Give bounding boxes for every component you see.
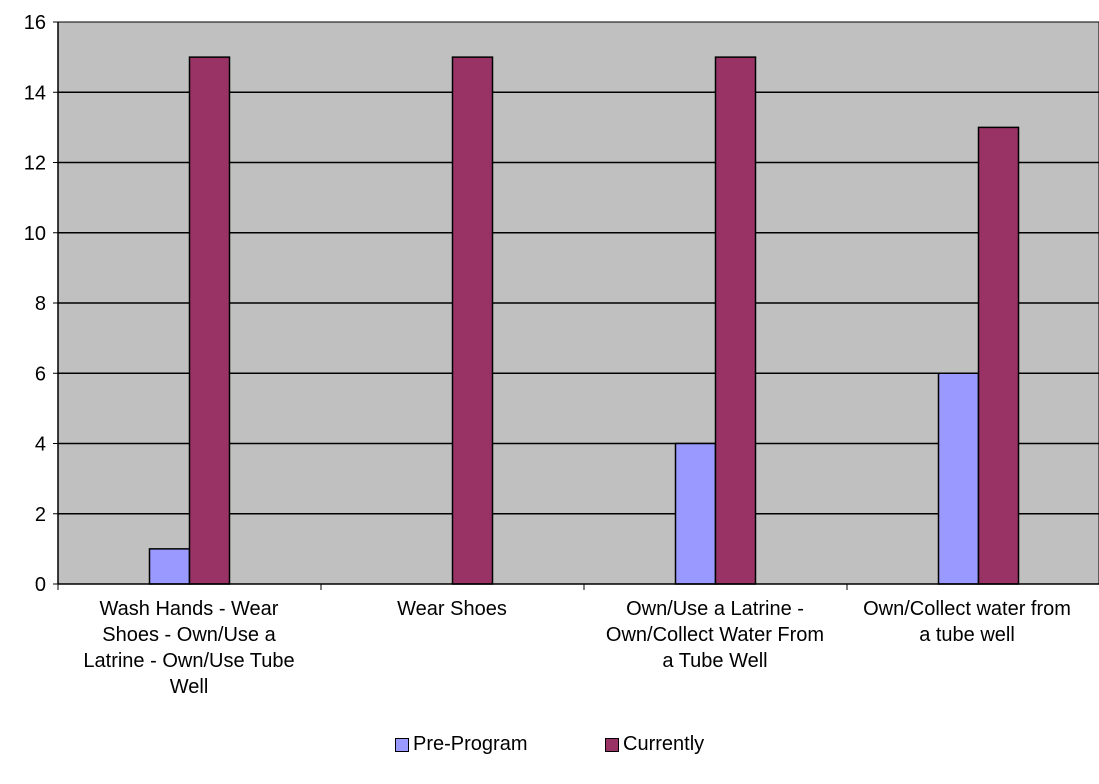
category-label: Own/Use a Latrine - Own/Collect Water Fr… bbox=[605, 598, 825, 672]
bars bbox=[148, 56, 1020, 585]
bar-pre-program bbox=[148, 548, 191, 585]
x-axis-ticks bbox=[57, 584, 848, 590]
legend-label: Currently bbox=[623, 733, 705, 755]
bar-pre-program bbox=[937, 372, 980, 585]
category-label: Wash Hands - Wear Shoes - Own/Use a Latr… bbox=[83, 598, 295, 698]
y-tick-label: 0 bbox=[35, 574, 46, 596]
legend-swatch-pre-program bbox=[395, 737, 409, 752]
gridlines bbox=[58, 91, 1099, 515]
legend-swatch-currently bbox=[605, 737, 619, 752]
category-label: Wear Shoes bbox=[397, 598, 507, 620]
category-label: Own/Collect water from a tube well bbox=[863, 598, 1071, 646]
y-tick-label: 14 bbox=[24, 82, 46, 104]
y-tick-label: 16 bbox=[24, 12, 46, 34]
legend-item-pre-program: Pre-Program bbox=[395, 733, 565, 756]
y-tick-label: 10 bbox=[24, 223, 46, 245]
bar-currently bbox=[188, 56, 231, 585]
y-tick-label: 6 bbox=[35, 363, 46, 385]
legend: Pre-Program Currently bbox=[395, 733, 775, 756]
bar-currently bbox=[714, 56, 757, 585]
legend-label: Pre-Program bbox=[413, 733, 528, 755]
y-tick-label: 4 bbox=[35, 434, 46, 456]
legend-item-currently: Currently bbox=[605, 733, 775, 756]
y-tick-label: 8 bbox=[35, 293, 46, 315]
y-tick-label: 12 bbox=[24, 153, 46, 175]
y-tick-label: 2 bbox=[35, 504, 46, 526]
bar-pre-program bbox=[674, 442, 717, 585]
y-axis-ticks: 0 2 4 6 8 10 12 14 16 bbox=[24, 12, 58, 596]
bar-currently bbox=[451, 56, 494, 585]
bar-currently bbox=[977, 126, 1020, 585]
